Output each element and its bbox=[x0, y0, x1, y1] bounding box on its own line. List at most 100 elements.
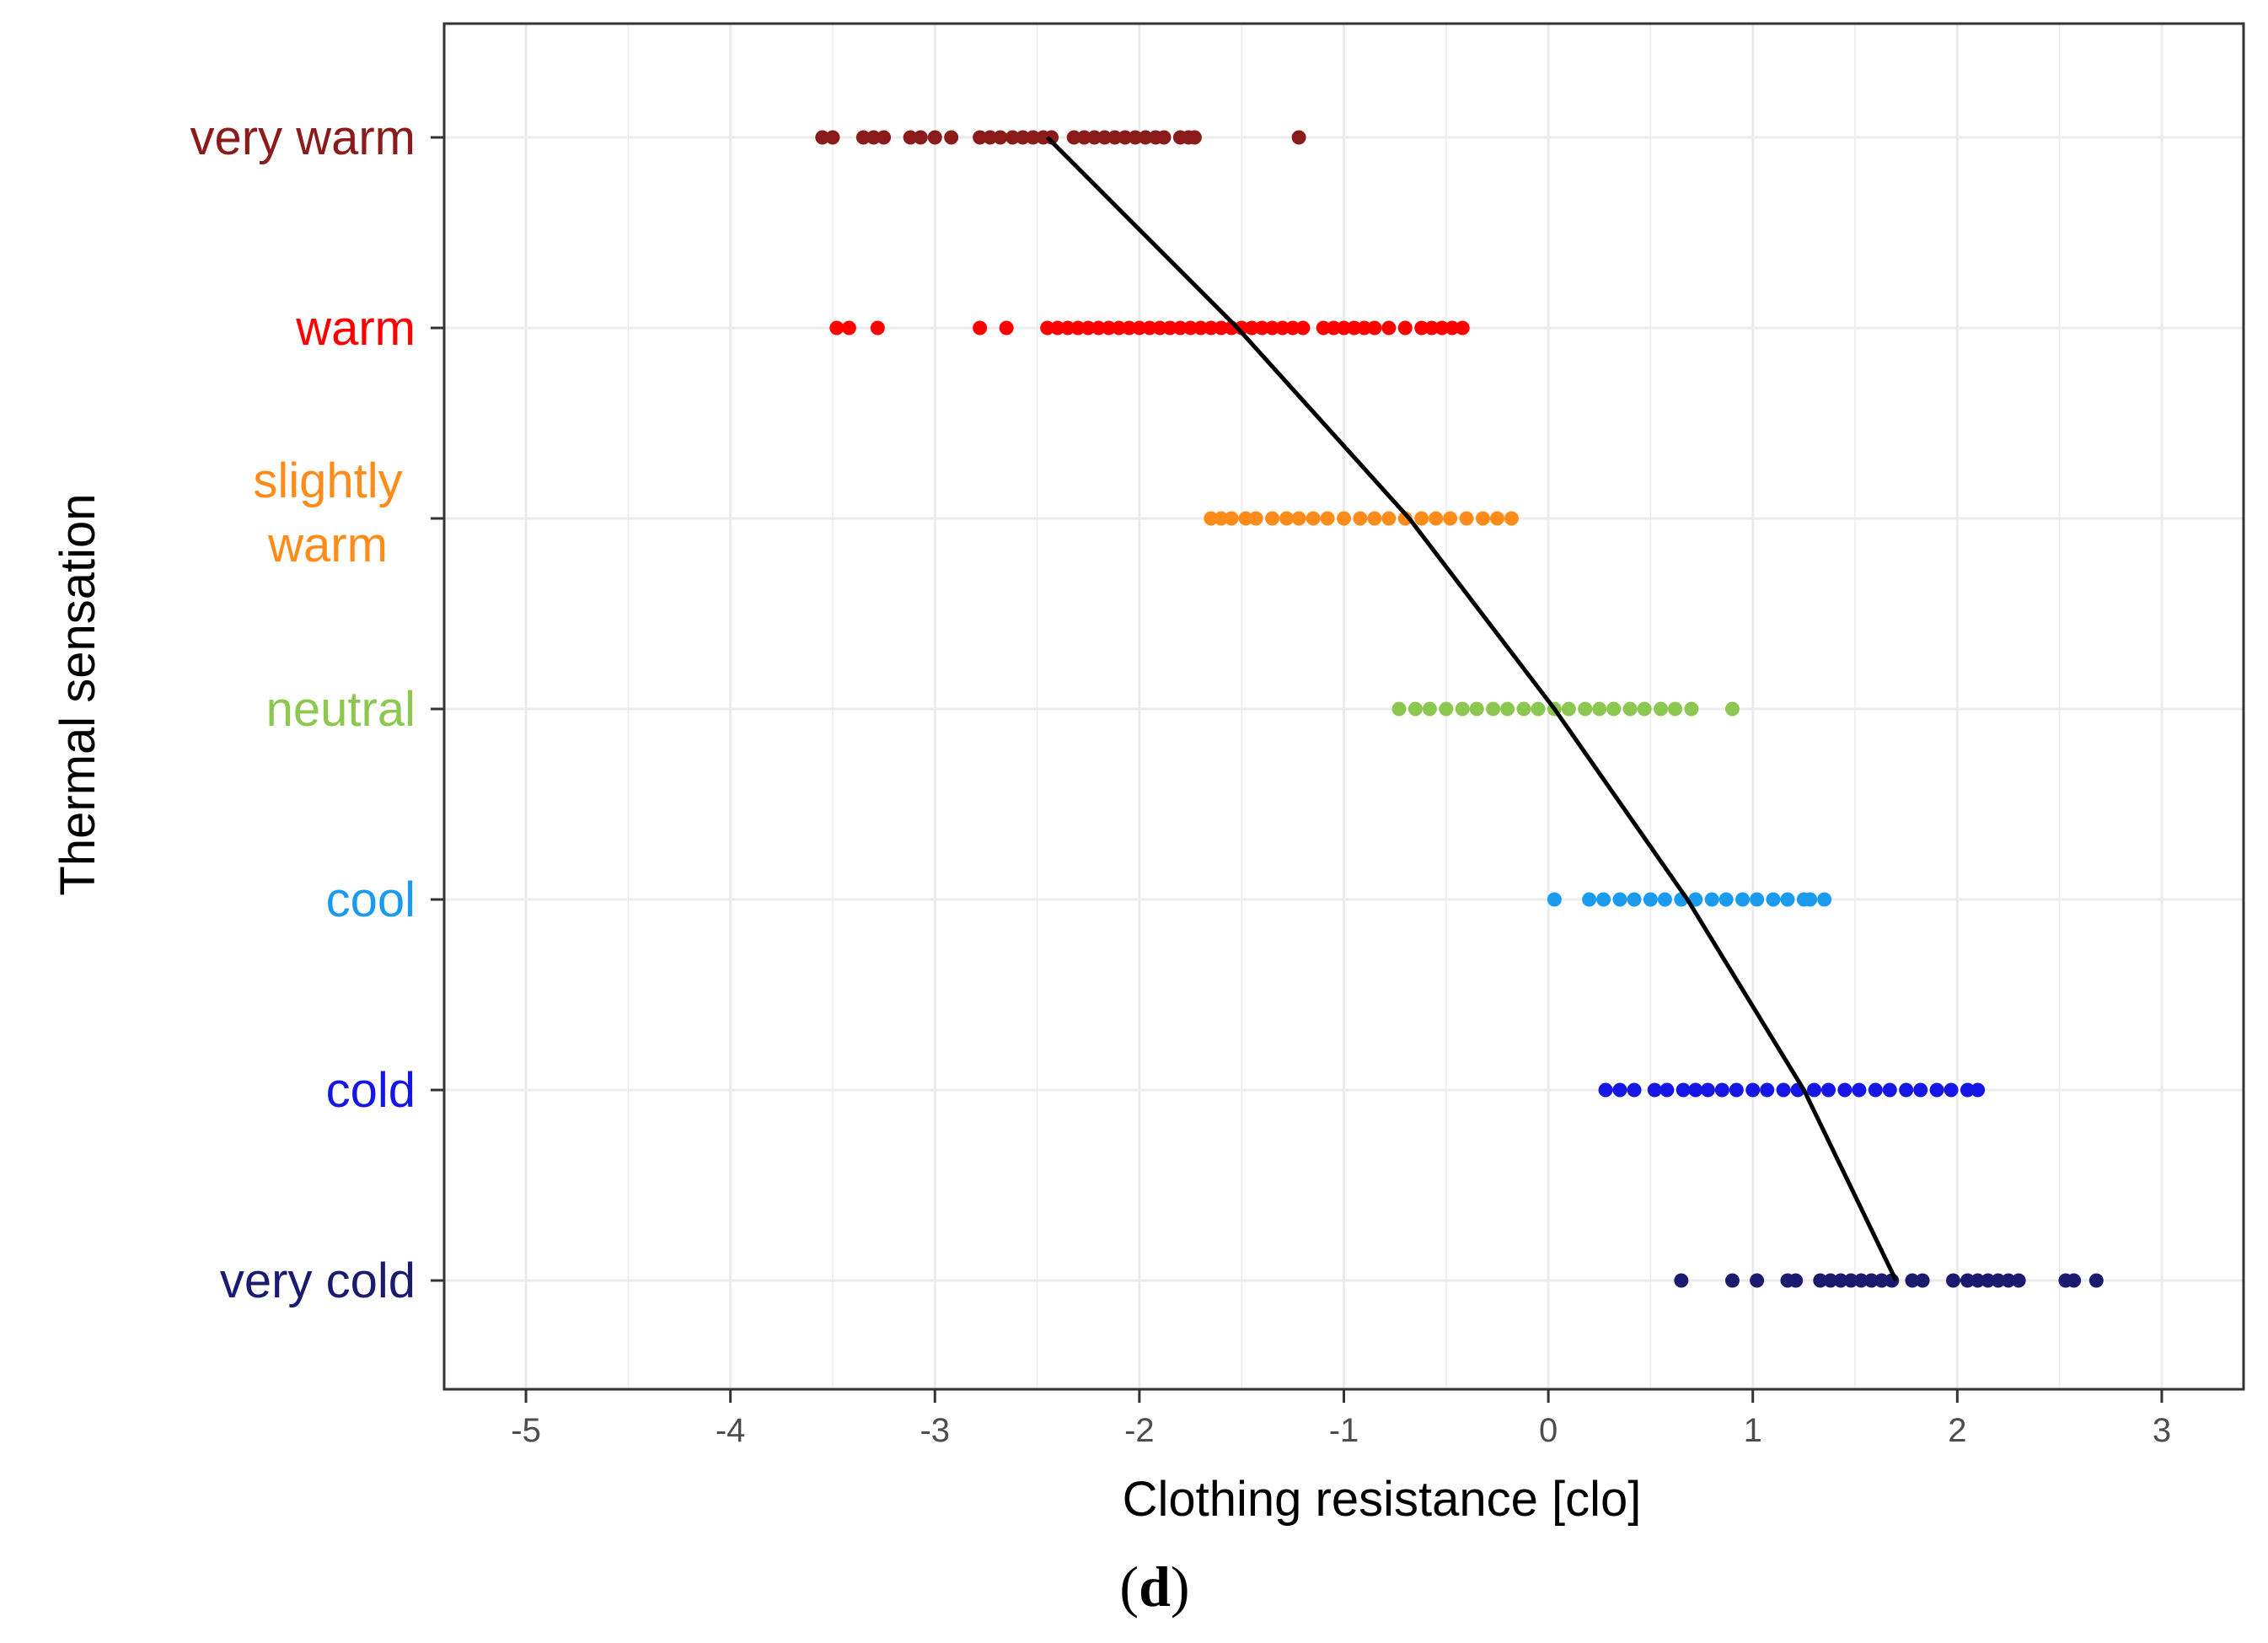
panel-label-close: ) bbox=[1171, 1554, 1190, 1619]
data-point bbox=[1357, 320, 1372, 336]
data-point bbox=[1823, 1273, 1838, 1288]
y-tick-label: warm bbox=[295, 301, 416, 356]
data-point bbox=[1326, 320, 1341, 336]
data-point bbox=[877, 130, 892, 145]
data-point bbox=[1750, 1273, 1765, 1288]
data-point bbox=[1026, 130, 1041, 145]
data-point bbox=[1050, 320, 1065, 336]
data-point bbox=[1745, 1082, 1761, 1098]
data-point bbox=[1735, 892, 1751, 907]
data-point bbox=[1381, 511, 1397, 526]
data-point bbox=[1945, 1273, 1960, 1288]
data-point bbox=[1780, 892, 1795, 907]
data-point bbox=[1060, 320, 1075, 336]
data-point bbox=[1112, 320, 1127, 336]
data-point bbox=[1122, 320, 1137, 336]
data-point bbox=[1279, 511, 1295, 526]
data-point bbox=[1091, 320, 1106, 336]
data-point bbox=[1275, 320, 1290, 336]
series-cool bbox=[1547, 892, 1832, 907]
data-point bbox=[1704, 892, 1719, 907]
data-point bbox=[944, 130, 959, 145]
data-point bbox=[973, 130, 988, 145]
data-point bbox=[1674, 1273, 1689, 1288]
data-point bbox=[1807, 1082, 1822, 1098]
series-cold bbox=[1598, 1082, 1986, 1098]
data-point bbox=[1489, 511, 1504, 526]
data-point bbox=[999, 320, 1014, 336]
data-point bbox=[1516, 701, 1531, 717]
data-point bbox=[1214, 511, 1229, 526]
data-point bbox=[1750, 892, 1765, 907]
data-point bbox=[1598, 1082, 1613, 1098]
data-point bbox=[1455, 701, 1470, 717]
data-point bbox=[1688, 1082, 1703, 1098]
data-point bbox=[1285, 320, 1300, 336]
data-point bbox=[1469, 701, 1484, 717]
data-point bbox=[1429, 511, 1444, 526]
data-point bbox=[1654, 701, 1669, 717]
data-point bbox=[1647, 1082, 1662, 1098]
data-point bbox=[1076, 130, 1091, 145]
data-point bbox=[1414, 511, 1429, 526]
data-point bbox=[1622, 701, 1638, 717]
data-point bbox=[1724, 1273, 1740, 1288]
data-point bbox=[1367, 511, 1382, 526]
data-point bbox=[1204, 511, 1219, 526]
data-point bbox=[855, 130, 871, 145]
data-point bbox=[1316, 320, 1331, 336]
data-point bbox=[1291, 130, 1306, 145]
data-point bbox=[1843, 1273, 1858, 1288]
data-point bbox=[866, 130, 881, 145]
fit-line-layer bbox=[1045, 136, 1898, 1282]
data-point bbox=[1714, 1082, 1729, 1098]
data-point bbox=[1265, 320, 1280, 336]
data-point bbox=[1547, 892, 1562, 907]
data-point bbox=[1391, 701, 1407, 717]
data-point bbox=[841, 320, 856, 336]
data-point bbox=[1187, 130, 1202, 145]
data-point bbox=[1960, 1082, 1975, 1098]
data-point bbox=[1459, 511, 1474, 526]
data-point bbox=[1381, 320, 1397, 336]
data-point bbox=[1578, 701, 1593, 717]
data-point bbox=[1606, 701, 1622, 717]
y-tick-label: cool bbox=[326, 873, 416, 927]
data-point bbox=[825, 130, 840, 145]
data-point bbox=[1040, 320, 1055, 336]
data-point bbox=[829, 320, 844, 336]
data-point bbox=[1353, 511, 1368, 526]
y-tick-label: neutral bbox=[266, 682, 416, 737]
x-tick-label: 2 bbox=[1948, 1412, 1966, 1449]
data-point bbox=[1080, 320, 1096, 336]
y-tick-label: cold bbox=[326, 1063, 416, 1118]
data-point bbox=[1504, 511, 1519, 526]
data-points bbox=[815, 130, 2104, 1288]
data-point bbox=[1016, 130, 1031, 145]
data-point bbox=[1684, 701, 1699, 717]
data-point bbox=[1172, 320, 1188, 336]
panel-label-open: ( bbox=[1119, 1554, 1139, 1619]
data-point bbox=[1238, 511, 1253, 526]
data-point bbox=[1156, 130, 1172, 145]
data-point bbox=[1254, 320, 1269, 336]
data-point bbox=[1097, 130, 1113, 145]
data-point bbox=[1913, 1082, 1928, 1098]
data-point bbox=[1944, 1082, 1959, 1098]
data-point bbox=[913, 130, 928, 145]
y-axis-title: Thermal sensation bbox=[51, 493, 105, 895]
data-point bbox=[1087, 130, 1102, 145]
data-point bbox=[1970, 1273, 1986, 1288]
data-point bbox=[1414, 320, 1429, 336]
data-point bbox=[1248, 511, 1263, 526]
data-point bbox=[2088, 1273, 2104, 1288]
data-point bbox=[1788, 1273, 1804, 1288]
data-point bbox=[1868, 1082, 1883, 1098]
data-point bbox=[1142, 320, 1157, 336]
x-tick-label: -2 bbox=[1124, 1412, 1155, 1449]
series-warm bbox=[829, 320, 1470, 336]
data-point bbox=[1422, 701, 1437, 717]
data-point bbox=[1718, 892, 1734, 907]
data-point bbox=[1657, 892, 1672, 907]
data-point bbox=[1776, 1082, 1791, 1098]
